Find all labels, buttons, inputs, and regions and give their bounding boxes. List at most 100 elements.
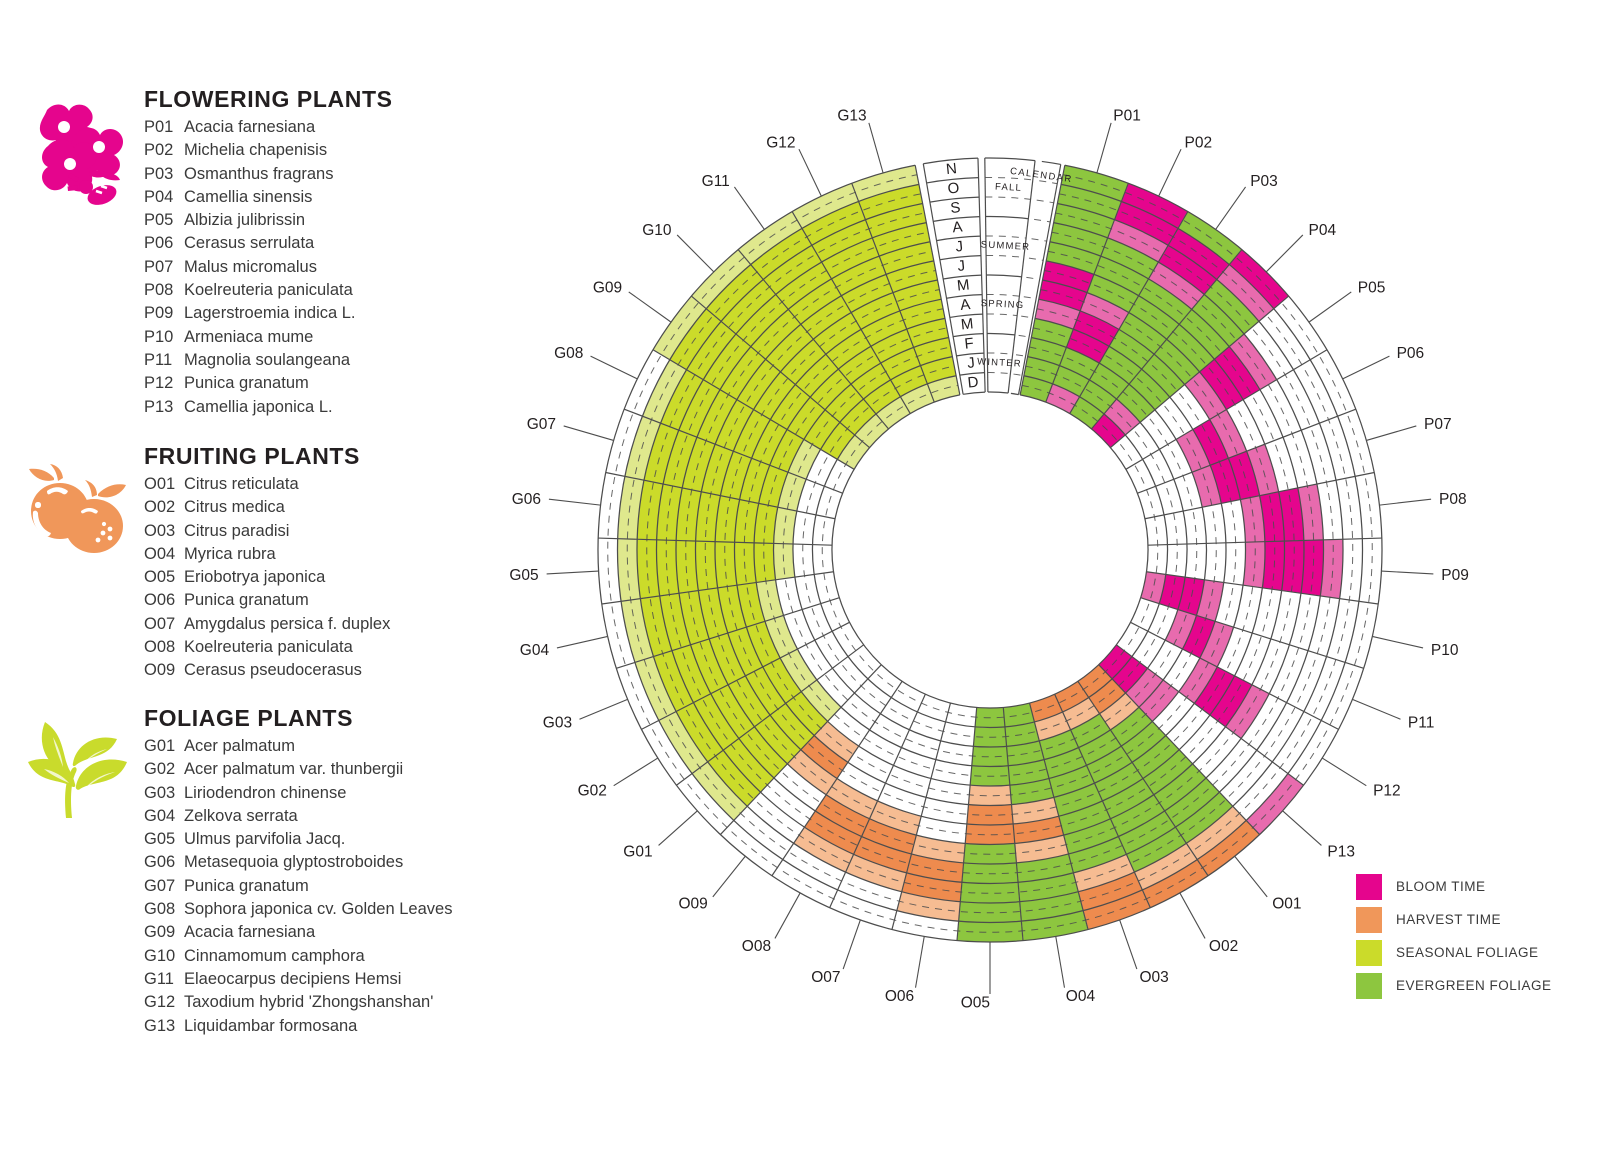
plant-code-label[interactable]: O06 — [885, 988, 914, 1005]
chart-cell[interactable] — [1199, 359, 1243, 410]
chart-cell[interactable] — [715, 495, 740, 542]
chart-cell[interactable] — [886, 261, 938, 293]
chart-cell[interactable] — [1042, 261, 1094, 293]
chart-cell[interactable] — [763, 658, 801, 704]
plant-code-label[interactable]: O04 — [1066, 988, 1096, 1005]
chart-cell[interactable] — [728, 676, 770, 727]
chart-cell[interactable] — [802, 201, 866, 245]
chart-cell[interactable] — [968, 785, 1012, 806]
plant-code-label[interactable]: O05 — [961, 995, 990, 1012]
chart-cell[interactable] — [656, 484, 682, 541]
chart-cell[interactable] — [1126, 827, 1186, 872]
chart-cell[interactable] — [756, 580, 784, 621]
chart-cell[interactable] — [1094, 762, 1143, 801]
chart-cell[interactable] — [734, 499, 759, 543]
chart-cell[interactable] — [859, 184, 923, 220]
chart-cell[interactable] — [1121, 721, 1166, 762]
chart-cell[interactable] — [1246, 774, 1304, 835]
plant-code-label[interactable]: P13 — [1327, 843, 1355, 860]
chart-cell[interactable] — [853, 836, 912, 873]
chart-cell[interactable] — [1061, 165, 1128, 202]
chart-cell[interactable] — [1087, 274, 1139, 313]
chart-cell[interactable] — [1089, 679, 1126, 714]
chart-cell[interactable] — [656, 540, 679, 596]
chart-cell[interactable] — [920, 356, 956, 384]
chart-cell[interactable] — [773, 543, 795, 580]
chart-cell[interactable] — [1010, 778, 1054, 805]
plant-code-label[interactable]: P03 — [1250, 173, 1278, 190]
chart-cell[interactable] — [906, 854, 964, 883]
plant-code-label[interactable]: O09 — [678, 896, 707, 913]
plant-code-label[interactable]: P10 — [1431, 642, 1459, 659]
chart-cell[interactable] — [861, 311, 907, 346]
chart-cell[interactable] — [663, 430, 697, 488]
chart-cell[interactable] — [1020, 892, 1083, 921]
chart-cell[interactable] — [826, 778, 878, 819]
chart-cell[interactable] — [773, 507, 797, 544]
chart-cell[interactable] — [695, 541, 718, 591]
chart-cell[interactable] — [640, 596, 672, 657]
chart-cell[interactable] — [1110, 707, 1153, 746]
plant-code-label[interactable]: G01 — [623, 843, 652, 860]
chart-cell[interactable] — [1052, 365, 1090, 397]
plant-code-label[interactable]: P05 — [1358, 280, 1386, 297]
chart-cell[interactable] — [737, 359, 781, 410]
chart-cell[interactable] — [1259, 492, 1285, 542]
chart-cell[interactable] — [1021, 910, 1088, 941]
chart-cell[interactable] — [863, 380, 901, 414]
chart-cell[interactable] — [682, 437, 715, 492]
plant-code-label[interactable]: G09 — [593, 280, 622, 297]
chart-cell[interactable] — [1091, 414, 1125, 448]
chart-cell[interactable] — [852, 165, 919, 202]
chart-cell[interactable] — [801, 735, 848, 779]
chart-cell[interactable] — [794, 827, 854, 872]
chart-cell[interactable] — [1035, 299, 1080, 329]
chart-cell[interactable] — [815, 795, 870, 837]
chart-cell[interactable] — [1016, 854, 1074, 883]
chart-cell[interactable] — [822, 238, 879, 279]
plant-code-label[interactable]: G04 — [520, 642, 550, 659]
chart-cell[interactable] — [804, 410, 840, 450]
chart-cell[interactable] — [846, 854, 907, 892]
chart-cell[interactable] — [1165, 778, 1219, 827]
plant-code-label[interactable]: G11 — [702, 173, 730, 190]
chart-cell[interactable] — [900, 299, 945, 329]
chart-cell[interactable] — [715, 541, 737, 588]
chart-cell[interactable] — [693, 694, 739, 750]
chart-cell[interactable] — [745, 667, 786, 715]
chart-cell[interactable] — [711, 685, 755, 739]
chart-cell[interactable] — [763, 245, 822, 295]
chart-cell[interactable] — [879, 242, 934, 275]
chart-cell[interactable] — [1281, 540, 1304, 593]
plant-code-label[interactable]: G13 — [837, 108, 866, 125]
chart-cell[interactable] — [1134, 843, 1197, 890]
chart-cell[interactable] — [625, 416, 661, 480]
chart-cell[interactable] — [965, 824, 1015, 845]
chart-cell[interactable] — [1068, 836, 1127, 873]
chart-cell[interactable] — [659, 593, 691, 651]
chart-cell[interactable] — [758, 465, 788, 507]
chart-cell[interactable] — [751, 228, 812, 280]
plant-code-label[interactable]: O01 — [1272, 896, 1301, 913]
chart-cell[interactable] — [959, 901, 1021, 923]
plant-code-label[interactable]: O08 — [742, 938, 771, 955]
chart-cell[interactable] — [813, 312, 861, 354]
chart-cell[interactable] — [637, 480, 663, 540]
chart-cell[interactable] — [1118, 811, 1176, 854]
chart-cell[interactable] — [1073, 854, 1134, 892]
chart-cell[interactable] — [865, 203, 926, 238]
plant-code-label[interactable]: O07 — [811, 969, 840, 986]
plant-code-label[interactable]: G08 — [554, 345, 583, 362]
chart-cell[interactable] — [739, 458, 770, 504]
plant-code-label[interactable]: P04 — [1309, 222, 1337, 239]
plant-code-label[interactable]: G06 — [512, 491, 541, 508]
chart-cell[interactable] — [679, 590, 709, 645]
chart-cell[interactable] — [1139, 680, 1179, 721]
chart-cell[interactable] — [670, 309, 721, 370]
chart-cell[interactable] — [1229, 250, 1289, 309]
chart-cell[interactable] — [660, 370, 703, 430]
plant-code-label[interactable]: P06 — [1397, 345, 1425, 362]
chart-cell[interactable] — [1139, 279, 1192, 324]
chart-cell[interactable] — [1050, 222, 1108, 256]
chart-cell[interactable] — [1083, 890, 1150, 930]
